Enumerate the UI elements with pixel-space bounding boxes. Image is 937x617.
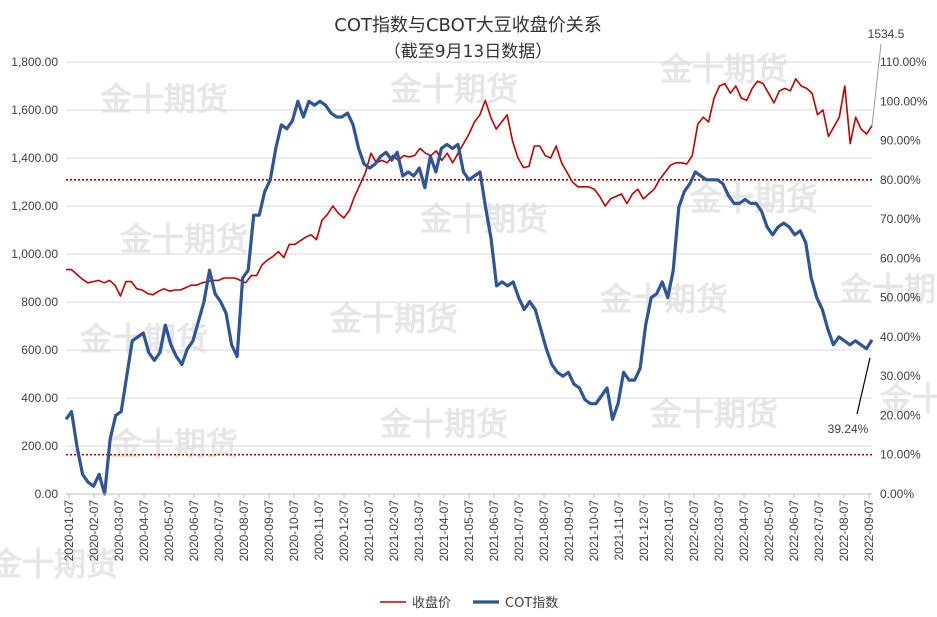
left-tick-label: 400.00 xyxy=(21,391,58,405)
watermark-text: 金十期货 xyxy=(689,180,818,218)
annotations: 1534.5 39.24% xyxy=(828,27,905,436)
x-tick-label: 2021-06-07 xyxy=(487,500,501,562)
series-line-cot-index xyxy=(64,99,874,496)
annotation-label-cot: 39.24% xyxy=(828,422,869,436)
watermark-text: 金十期货 xyxy=(379,405,508,443)
legend-label-close-price: 收盘价 xyxy=(412,595,451,611)
x-tick-label: 2021-05-07 xyxy=(462,500,476,562)
watermark-text: 金十期货 xyxy=(99,80,228,118)
x-tick-label: 2022-07-07 xyxy=(812,500,826,562)
x-tick-label: 2020-04-07 xyxy=(137,500,151,562)
left-tick-label: 800.00 xyxy=(21,295,58,309)
x-tick-label: 2022-05-07 xyxy=(762,500,776,562)
right-tick-label: 80.00% xyxy=(880,173,921,187)
x-tick-label: 2022-01-07 xyxy=(662,500,676,562)
watermark-text: 金十期货 xyxy=(329,300,458,338)
x-tick-label: 2022-09-07 xyxy=(862,500,876,562)
x-tick-label: 2022-03-07 xyxy=(712,500,726,562)
watermark-text: 金十期货 xyxy=(649,395,778,433)
watermark-text: 金十期货 xyxy=(109,425,238,463)
x-tick-label: 2021-02-07 xyxy=(387,500,401,562)
legend-label-cot-index: COT指数 xyxy=(505,596,558,611)
left-tick-label: 600.00 xyxy=(21,343,58,357)
x-tick-label: 2021-01-07 xyxy=(362,500,376,562)
watermark-text: 金十期货 xyxy=(659,50,788,88)
annotation-leader-price xyxy=(871,43,882,126)
left-tick-label: 1,200.00 xyxy=(11,199,58,213)
x-tick-label: 2020-09-07 xyxy=(262,500,276,562)
right-tick-label: 10.00% xyxy=(880,448,921,462)
series-line-close-price xyxy=(66,78,873,297)
x-tick-label: 2020-08-07 xyxy=(237,500,251,562)
x-tick-label: 2021-11-07 xyxy=(612,500,626,561)
annotation-leader-cot xyxy=(856,357,871,415)
x-tick-label: 2022-02-07 xyxy=(687,500,701,562)
right-tick-label: 90.00% xyxy=(880,134,921,148)
right-tick-label: 40.00% xyxy=(880,330,921,344)
x-tick-label: 2020-07-07 xyxy=(212,500,226,562)
axes: 0.00 200.00 400.00 600.00 800.00 1,000.00 1,20… xyxy=(11,55,927,561)
left-tick-label: 200.00 xyxy=(21,439,58,453)
gridlines xyxy=(66,61,872,447)
x-tick-label: 2021-07-07 xyxy=(512,500,526,562)
left-tick-label: 1,400.00 xyxy=(11,151,58,165)
right-tick-label: 60.00% xyxy=(880,251,921,265)
right-tick-label: 20.00% xyxy=(880,408,921,422)
watermark-text: 金十期货 xyxy=(0,545,118,583)
x-tick-label: 2020-12-07 xyxy=(337,500,351,562)
x-tick-label: 2021-10-07 xyxy=(587,500,601,562)
right-tick-label: 30.00% xyxy=(880,369,921,383)
x-tick-label: 2020-01-07 xyxy=(62,500,76,562)
left-tick-label: 1,600.00 xyxy=(11,103,58,117)
x-tick-label: 2020-10-07 xyxy=(287,500,301,562)
watermark-text: 金十期货 xyxy=(389,70,518,108)
right-tick-label: 0.00% xyxy=(880,487,914,501)
right-tick-label: 50.00% xyxy=(880,291,921,305)
chart-title: COT指数与CBOT大豆收盘价关系 xyxy=(334,15,602,36)
chart-subtitle: （截至9月13日数据） xyxy=(384,42,552,62)
x-tick-label: 2022-06-07 xyxy=(787,500,801,562)
right-tick-label: 110.00% xyxy=(880,55,927,69)
watermark-text: 金十期货 xyxy=(879,380,937,418)
x-tick-label: 2020-03-07 xyxy=(112,500,126,562)
left-tick-label: 1,800.00 xyxy=(11,55,58,69)
left-tick-label: 0.00 xyxy=(35,487,59,501)
x-tick-label: 2022-08-07 xyxy=(837,500,851,562)
x-tick-label: 2021-03-07 xyxy=(412,500,426,562)
x-tick-label: 2021-08-07 xyxy=(537,500,551,562)
right-tick-label: 100.00% xyxy=(880,94,928,108)
watermark-layer: 金十期货金十期货金十期货金十期货金十期货金十期货金十期货金十期货金十期货金十期货… xyxy=(0,50,937,583)
legend: 收盘价 COT指数 xyxy=(380,595,558,611)
x-tick-label: 2020-11-07 xyxy=(312,500,326,561)
x-tick-label: 2021-09-07 xyxy=(562,500,576,562)
x-tick-label: 2020-05-07 xyxy=(162,500,176,562)
watermark-text: 金十期货 xyxy=(119,220,248,258)
annotation-label-price: 1534.5 xyxy=(868,27,905,41)
x-tick-label: 2022-04-07 xyxy=(737,500,751,562)
x-tick-label: 2020-02-07 xyxy=(87,500,101,562)
x-tick-label: 2020-06-07 xyxy=(187,500,201,562)
x-tick-label: 2021-04-07 xyxy=(437,500,451,562)
x-tick-label: 2021-12-07 xyxy=(637,500,651,562)
left-tick-label: 1,000.00 xyxy=(11,247,58,261)
series-layer xyxy=(64,78,874,496)
right-tick-label: 70.00% xyxy=(880,212,921,226)
